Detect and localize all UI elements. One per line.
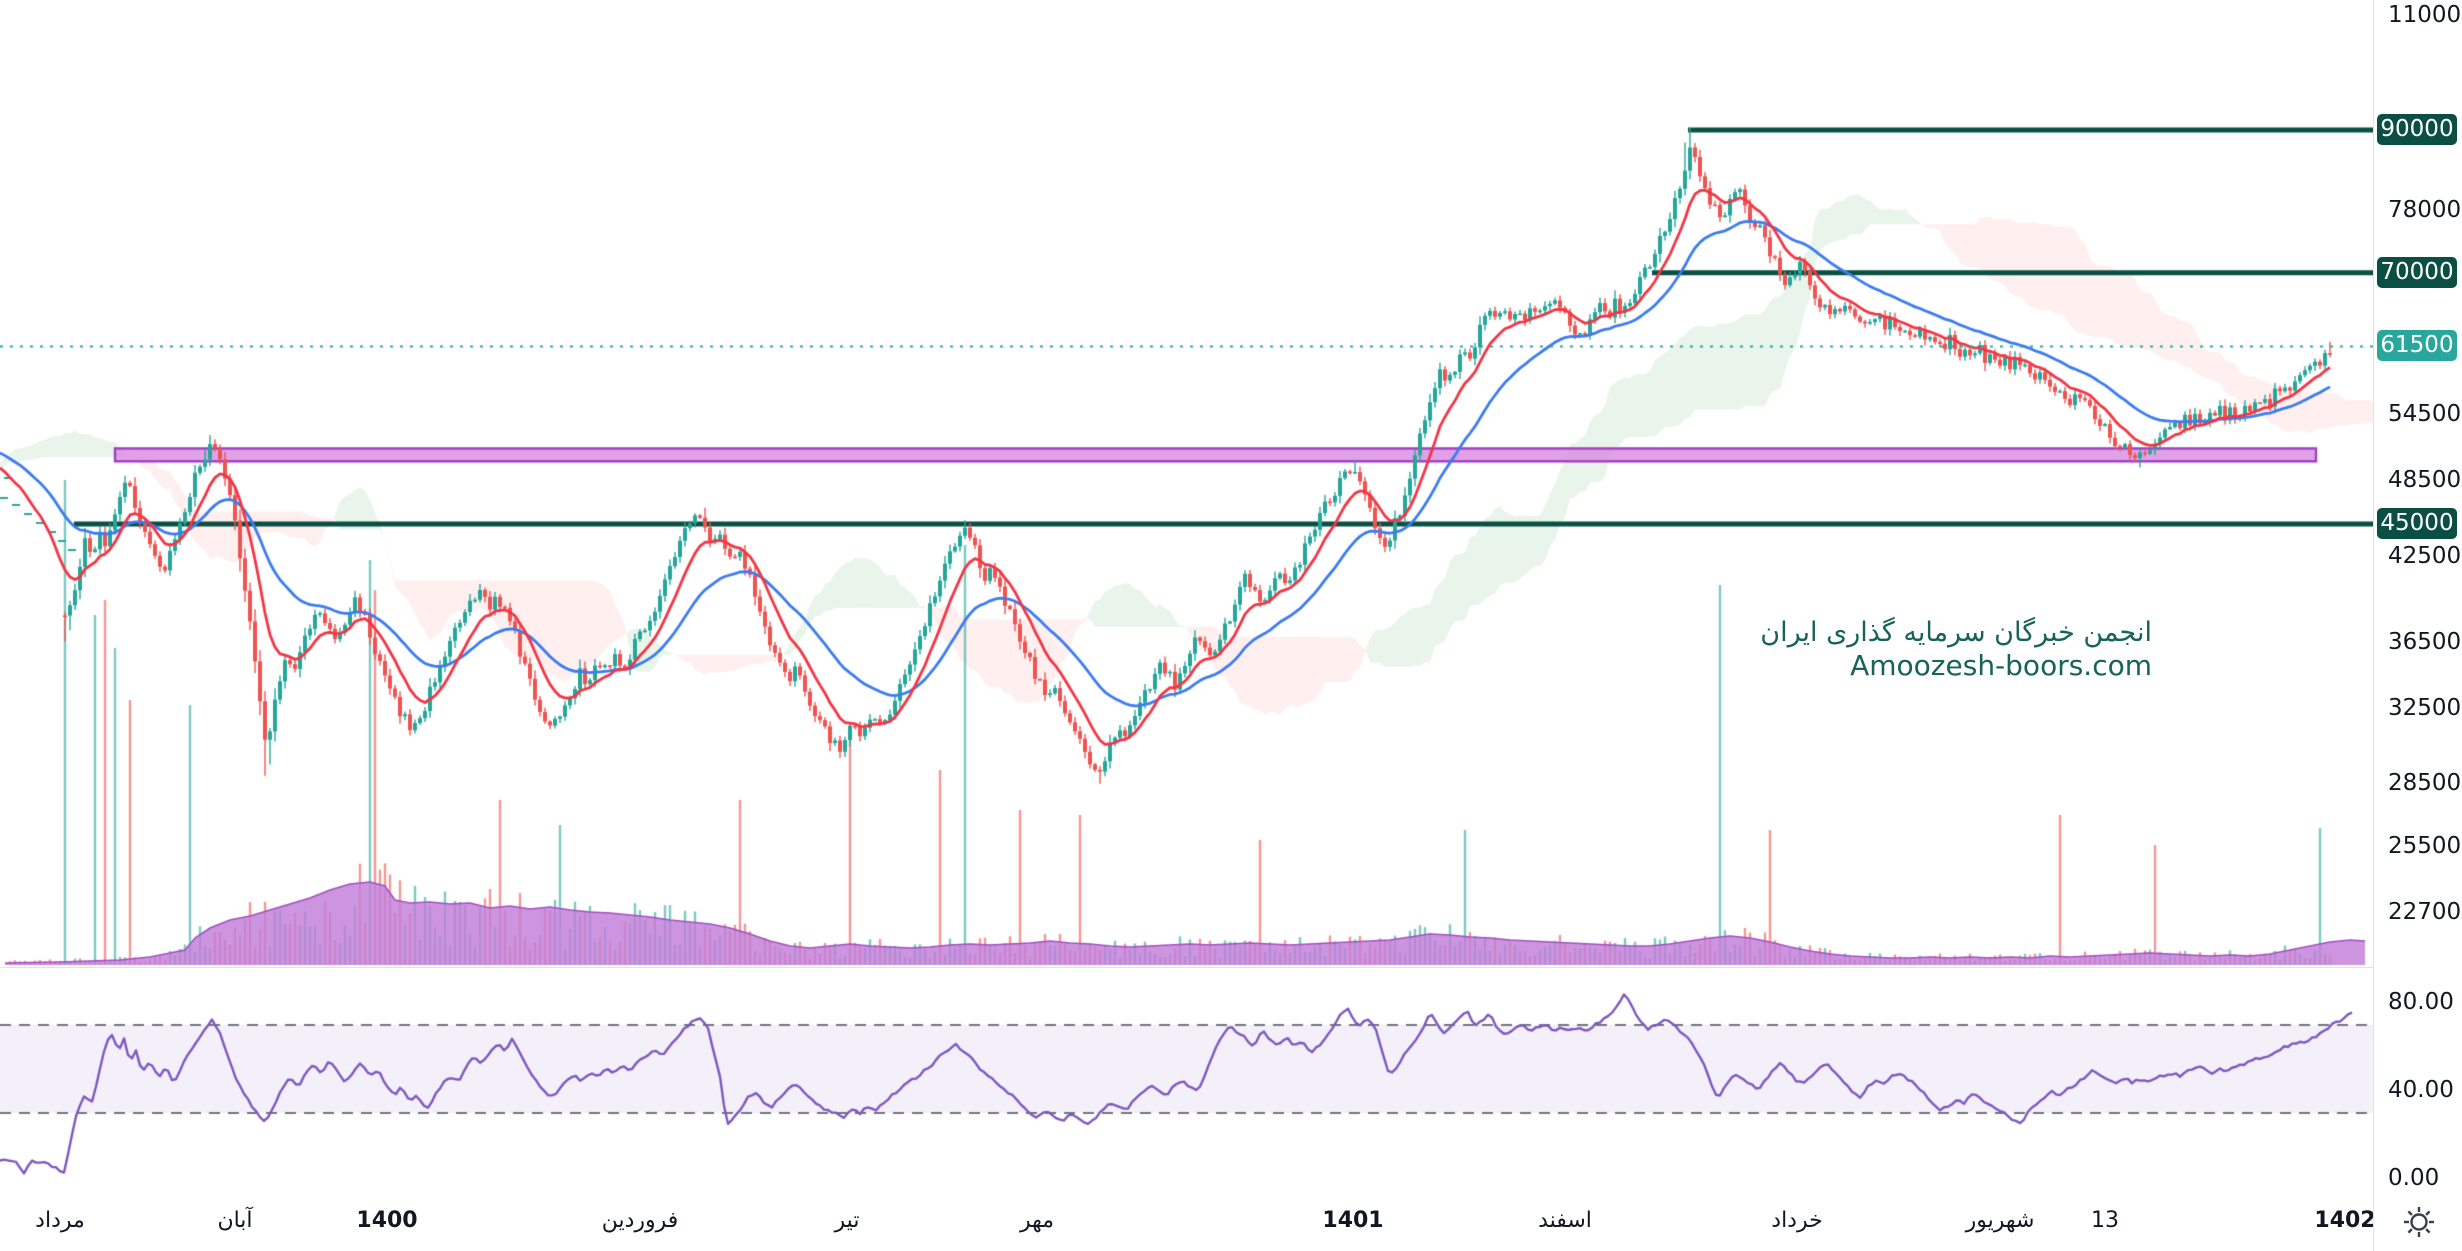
price-scale-label: 28500 xyxy=(2388,769,2462,796)
rsi-scale-label: 0.00 xyxy=(2388,1165,2440,1191)
price-scale-label: 48500 xyxy=(2388,467,2462,494)
price-scale-label: 32500 xyxy=(2388,695,2462,722)
time-axis-label: اسفند xyxy=(1538,1208,1592,1233)
price-scale-label: 78000 xyxy=(2388,197,2462,224)
time-axis[interactable]: مرداد آبان 1400 فروردین تیر مهر 1401 اسفند خرداد… xyxy=(0,1192,2373,1251)
time-axis-label: آبان xyxy=(217,1208,253,1233)
price-scale-label: 25500 xyxy=(2388,832,2462,859)
rsi-scale-label: 40.00 xyxy=(2388,1077,2454,1103)
time-axis-label: تیر xyxy=(834,1208,860,1233)
last-price-badge: 61500 xyxy=(2377,330,2457,362)
time-axis-label: خرداد xyxy=(1771,1208,1823,1233)
price-level-badge: 90000 xyxy=(2377,114,2457,145)
price-scale[interactable]: 110000 78000 54500 48500 42500 36500 32500 2850… xyxy=(2373,0,2462,1251)
time-axis-label: 1400 xyxy=(356,1208,418,1233)
time-axis-label: 1402 xyxy=(2314,1208,2373,1233)
price-scale-label: 22700 xyxy=(2388,899,2462,926)
time-axis-label: فروردین xyxy=(601,1208,679,1233)
price-scale-label: 42500 xyxy=(2388,542,2462,569)
watermark-site-text: Amoozesh-boors.com xyxy=(1850,649,2152,682)
time-axis-label: شهریور xyxy=(1965,1208,2035,1233)
pane-divider[interactable] xyxy=(0,967,2462,968)
price-level-badge: 45000 xyxy=(2377,508,2457,540)
time-axis-label: 1401 xyxy=(1322,1208,1384,1233)
sun-icon[interactable] xyxy=(2402,1205,2436,1239)
price-level-badge: 70000 xyxy=(2377,256,2457,288)
price-scale-label: 54500 xyxy=(2388,401,2462,428)
time-axis-label: 13 xyxy=(2091,1208,2119,1233)
time-axis-label: مهر xyxy=(1019,1208,1055,1233)
axis-corner[interactable] xyxy=(2373,1192,2462,1251)
time-axis-label: مرداد xyxy=(35,1208,85,1233)
watermark: انجمن خبرگان سرمایه گذاری ایران Amoozesh… xyxy=(1760,616,2152,682)
price-scale-label: 36500 xyxy=(2388,629,2462,656)
watermark-persian-text: انجمن خبرگان سرمایه گذاری ایران xyxy=(1760,617,2152,648)
rsi-scale-label: 80.00 xyxy=(2388,989,2454,1015)
price-scale-label: 110000 xyxy=(2388,1,2462,28)
